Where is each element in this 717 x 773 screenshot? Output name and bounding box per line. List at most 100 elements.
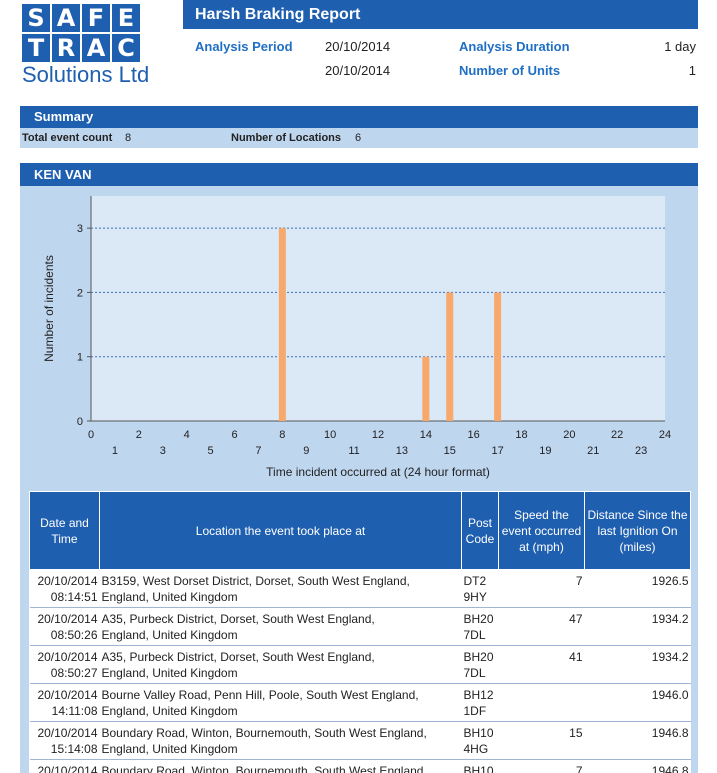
events-table-body: 20/10/2014 08:14:51 B3159, West Dorset Dis…: [29, 569, 691, 773]
cell-distance: 1926.5: [584, 569, 691, 608]
analysis-duration-value: 1 day: [664, 39, 696, 54]
x-tick-label: 24: [659, 429, 671, 441]
x-tick-label: 22: [611, 429, 623, 441]
cell-location: A35, Purbeck District, Dorset, South Wes…: [99, 645, 462, 684]
number-of-locations-value: 6: [355, 132, 362, 144]
cell-post-code-line2: 4HG: [463, 742, 489, 756]
logo-letter: S: [22, 4, 50, 32]
y-tick-label: 1: [77, 352, 83, 364]
logo-subtitle: Solutions Ltd: [22, 62, 150, 87]
cell-date-time: 20/10/2014 08:50:27: [29, 645, 100, 684]
col-header-location: Location the event took place at: [99, 491, 462, 570]
table-row: 20/10/2014 08:50:26 A35, Purbeck District,…: [29, 607, 691, 646]
cell-distance: 1946.8: [584, 759, 691, 773]
x-tick-label: 3: [160, 445, 166, 457]
summary-row: Total event count 8 Number of Locations …: [20, 128, 698, 148]
cell-speed: 41: [498, 645, 585, 684]
cell-post-code: BH12 1DF: [461, 683, 499, 722]
report-title: Harsh Braking Report: [183, 0, 698, 29]
cell-time: 08:50:27: [50, 666, 98, 680]
cell-location-line1: A35, Purbeck District, Dorset, South Wes…: [101, 650, 375, 664]
plot-area: [91, 196, 665, 421]
logo-letter: R: [52, 34, 80, 62]
table-header-row: Date and Time Location the event took pl…: [29, 491, 691, 570]
logo-letter: A: [52, 4, 80, 32]
events-table: Date and Time Location the event took pl…: [29, 491, 691, 773]
cell-post-code-line1: BH10: [463, 726, 494, 740]
x-tick-label: 2: [136, 429, 142, 441]
logo-letter: C: [112, 34, 140, 62]
cell-location-line2: England, United Kingdom: [101, 742, 238, 756]
cell-time: 14:11:08: [51, 704, 98, 718]
cell-location-line2: England, United Kingdom: [101, 666, 238, 680]
cell-date: 20/10/2014: [37, 574, 98, 588]
x-axis-label: Time incident occurred at (24 hour forma…: [266, 465, 490, 479]
cell-post-code-line2: 7DL: [463, 666, 486, 680]
cell-distance: 1934.2: [584, 645, 691, 684]
cell-post-code: BH10 4HG: [461, 721, 499, 760]
cell-distance: 1946.8: [584, 721, 691, 760]
x-tick-label: 8: [279, 429, 285, 441]
cell-location: Boundary Road, Winton, Bournemouth, Sout…: [99, 721, 462, 760]
y-tick-label: 2: [77, 287, 83, 299]
cell-date: 20/10/2014: [37, 650, 98, 664]
bar: [422, 356, 430, 421]
logo-letter: E: [112, 4, 140, 32]
x-tick-label: 13: [396, 445, 408, 457]
col-header-speed: Speed the event occurred at (mph): [498, 491, 585, 570]
x-tick-label: 20: [563, 429, 575, 441]
x-tick-label: 7: [255, 445, 261, 457]
x-tick-label: 5: [208, 445, 214, 457]
y-axis-label: Number of incidents: [42, 255, 56, 362]
cell-post-code: BH20 7DL: [461, 607, 499, 646]
bar: [446, 292, 454, 421]
cell-time: 08:50:26: [50, 628, 98, 642]
x-tick-label: 21: [587, 445, 599, 457]
cell-speed: 7: [498, 569, 585, 608]
cell-post-code-line1: BH12: [463, 688, 494, 702]
table-row: 20/10/2014 08:50:27 A35, Purbeck District,…: [29, 645, 691, 684]
table-row: 20/10/2014 08:14:51 B3159, West Dorset Dis…: [29, 569, 691, 608]
x-tick-label: 14: [420, 429, 432, 441]
company-logo: S A F E T R A C Solutions Ltd: [22, 4, 168, 94]
cell-post-code-line2: 1DF: [463, 704, 487, 718]
analysis-period-label: Analysis Period: [195, 39, 293, 54]
cell-post-code-line1: BH20: [463, 650, 494, 664]
table-row: 20/10/2014 Boundary Road, Winton, Bournem…: [29, 759, 691, 773]
cell-location-line1: Boundary Road, Winton, Bournemouth, Sout…: [101, 726, 427, 740]
y-tick-label: 3: [77, 223, 83, 235]
x-tick-label: 6: [231, 429, 237, 441]
logo-row-bottom: T R A C: [22, 34, 168, 62]
x-tick-label: 16: [468, 429, 480, 441]
number-of-locations-label: Number of Locations: [231, 132, 342, 144]
x-tick-label: 0: [88, 429, 94, 441]
x-tick-label: 23: [635, 445, 647, 457]
cell-speed: 47: [498, 607, 585, 646]
units-value: 1: [688, 63, 696, 78]
x-tick-label: 18: [515, 429, 527, 441]
logo-letter: T: [22, 34, 50, 62]
cell-distance: 1946.0: [584, 683, 691, 722]
cell-time: 08:14:51: [50, 590, 98, 604]
x-tick-label: 1: [112, 445, 118, 457]
cell-post-code-line2: 7DL: [463, 628, 486, 642]
table-row: 20/10/2014 15:14:08 Boundary Road, Winton,…: [29, 721, 691, 760]
cell-post-code: BH10: [461, 759, 499, 773]
logo-letter: F: [82, 4, 110, 32]
cell-location: A35, Purbeck District, Dorset, South Wes…: [99, 607, 462, 646]
y-tick-label: 0: [77, 416, 83, 428]
cell-post-code-line2: 9HY: [463, 590, 487, 604]
total-event-count-label: Total event count: [22, 132, 113, 144]
bar: [494, 292, 502, 421]
logo-row-top: S A F E: [22, 4, 168, 32]
cell-location: Boundary Road, Winton, Bournemouth, Sout…: [99, 759, 462, 773]
units-label: Number of Units: [459, 63, 561, 78]
cell-date-time: 20/10/2014: [29, 759, 100, 773]
cell-date: 20/10/2014: [37, 688, 98, 702]
cell-post-code: DT2 9HY: [461, 569, 499, 608]
cell-location-line1: Bourne Valley Road, Penn Hill, Poole, So…: [101, 688, 419, 702]
logo-letter: A: [82, 34, 110, 62]
cell-date-time: 20/10/2014 08:14:51: [29, 569, 100, 608]
analysis-period-to: 20/10/2014: [325, 63, 391, 78]
